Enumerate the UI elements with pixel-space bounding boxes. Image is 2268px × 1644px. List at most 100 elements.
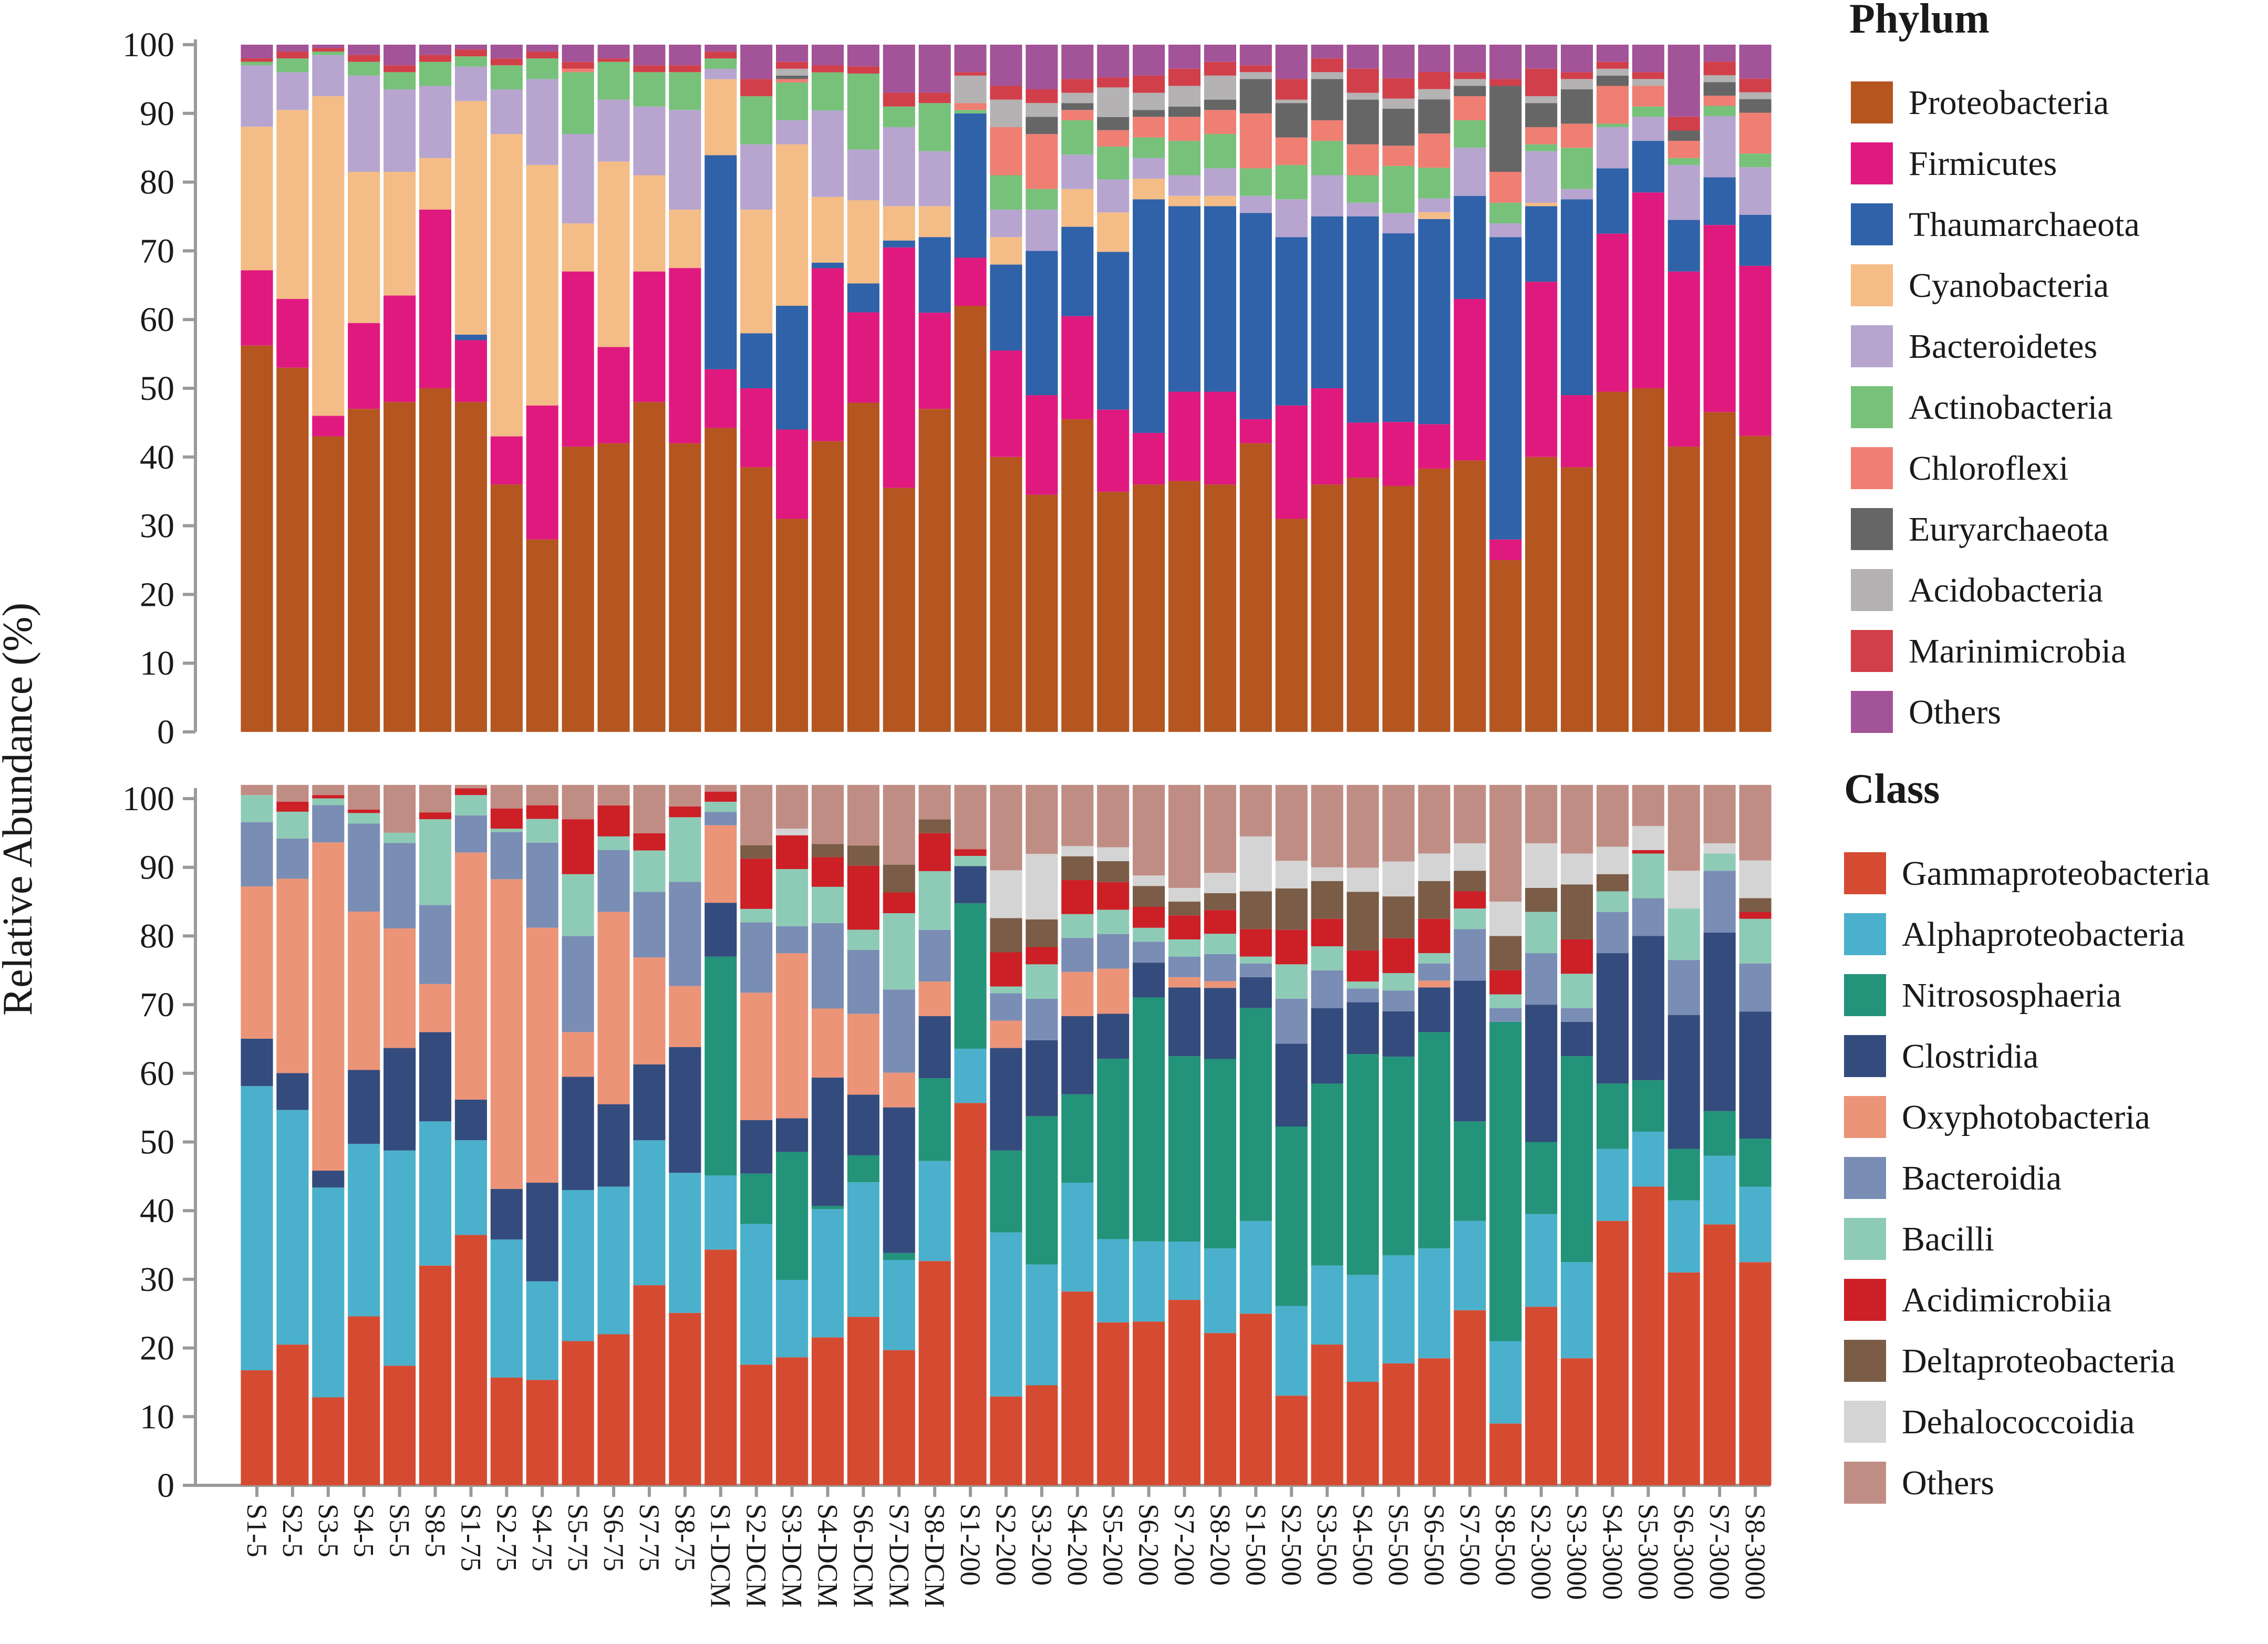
- bar-segment-oxyphotobacteria-s7-75: [633, 957, 666, 1064]
- bar-segment-chloroflexi-s5-500: [1382, 146, 1415, 166]
- bar-segment-bacteroidia-s6-75: [597, 850, 630, 912]
- legend-label-proteobacteria: Proteobacteria: [1909, 84, 2109, 122]
- bar-segment-cyanobacteria-s7-200: [1168, 195, 1201, 206]
- bar-segment-others-s4-dcm: [811, 45, 844, 66]
- legend-title: Phylum: [1849, 0, 1990, 42]
- bar-segment-clostridia-s2-500: [1275, 1043, 1308, 1127]
- bar-segment-marinimicrobia-s7-dcm: [883, 92, 915, 107]
- bar-segment-firmicutes-s4-3000: [1596, 233, 1629, 392]
- bar-segment-alphaproteobacteria-s6-3000: [1668, 1200, 1700, 1273]
- y-tick-label: 30: [140, 1260, 174, 1299]
- bar-segment-bacteroidetes-s7-3000: [1703, 116, 1736, 178]
- bar-segment-clostridia-s6-dcm: [847, 1094, 879, 1155]
- bar-segment-oxyphotobacteria-s8-dcm: [918, 981, 951, 1016]
- bar-segment-marinimicrobia-s4-200: [1061, 79, 1094, 93]
- bar-segment-thaumarchaeota-s2-500: [1275, 237, 1308, 406]
- bar-segment-others-s2-dcm: [740, 45, 773, 79]
- bar-segment-bacteroidia-s5-5: [384, 843, 416, 928]
- bar-segment-cyanobacteria-s2-75: [490, 134, 523, 437]
- bar-segment-firmicutes-s8-75: [669, 268, 701, 443]
- bar-segment-deltaproteobacteria-s2-200: [990, 918, 1022, 953]
- bar-segment-dehalococcoidia-s3-500: [1311, 867, 1343, 881]
- bar-segment-bacteroidia-s8-3000: [1739, 963, 1772, 1012]
- bar-segment-oxyphotobacteria-s6-75: [597, 912, 630, 1104]
- bar-segment-others-s4-75: [526, 784, 558, 805]
- bar-segment-others-s3-3000: [1560, 45, 1593, 73]
- bar-segment-others-s2-75: [490, 45, 523, 59]
- bar-segment-nitrososphaeria-s7-200: [1168, 1056, 1201, 1242]
- bar-segment-gammaproteobacteria-s2-200: [990, 1396, 1022, 1485]
- bar-segment-firmicutes-s3-dcm: [776, 429, 809, 519]
- bar-segment-others-s8-200: [1204, 45, 1236, 62]
- bar-segment-bacteroidia-s2-dcm: [740, 922, 773, 993]
- bar-segment-marinimicrobia-s5-75: [562, 61, 594, 69]
- bar-segment-euryarchaeota-s6-200: [1133, 110, 1165, 117]
- bar-segment-proteobacteria-s2-500: [1275, 519, 1308, 732]
- bar-segment-actinobacteria-s7-200: [1168, 141, 1201, 175]
- bar-segment-alphaproteobacteria-s2-500: [1275, 1306, 1308, 1396]
- bar-segment-firmicutes-s3-3000: [1560, 395, 1593, 468]
- bar-segment-acidimicrobiia-s8-500: [1489, 970, 1522, 995]
- bar-segment-nitrososphaeria-s5-3000: [1632, 1080, 1664, 1132]
- bar-segment-clostridia-s3-3000: [1560, 1021, 1593, 1057]
- bar-segment-thaumarchaeota-s4-3000: [1596, 168, 1629, 234]
- bar-segment-bacteroidetes-s4-75: [526, 79, 558, 165]
- bar-segment-deltaproteobacteria-s1-500: [1239, 891, 1272, 929]
- bar-segment-others-s8-dcm: [918, 45, 951, 93]
- bar-segment-marinimicrobia-s7-500: [1454, 72, 1486, 79]
- bar-segment-chloroflexi-s2-200: [990, 127, 1022, 175]
- bar-segment-bacteroidetes-s6-3000: [1668, 164, 1700, 220]
- bar-segment-bacilli-s8-500: [1489, 994, 1522, 1008]
- bar-segment-bacteroidia-s8-500: [1489, 1008, 1522, 1022]
- bar-segment-oxyphotobacteria-s7-dcm: [883, 1072, 915, 1108]
- legend-label-euryarchaeota: Euryarchaeota: [1909, 510, 2109, 549]
- bar-segment-oxyphotobacteria-s8-200: [1204, 981, 1236, 988]
- bar-segment-chloroflexi-s8-200: [1204, 110, 1236, 135]
- bar-segment-actinobacteria-s3-dcm: [776, 82, 809, 120]
- bar-segment-gammaproteobacteria-s8-200: [1204, 1333, 1236, 1485]
- x-tick-label: S2-DCM: [741, 1504, 772, 1608]
- bar-segment-acidobacteria-s3-200: [1026, 103, 1058, 117]
- x-tick-label: S3-5: [313, 1504, 344, 1557]
- bar-segment-bacteroidia-s5-200: [1097, 934, 1130, 969]
- bar-segment-proteobacteria-s2-200: [990, 457, 1022, 732]
- x-tick-label: S8-200: [1204, 1504, 1236, 1586]
- bar-segment-clostridia-s6-500: [1418, 987, 1451, 1032]
- bar-segment-actinobacteria-s3-500: [1311, 141, 1343, 175]
- bar-segment-bacteroidia-s1-dcm: [705, 812, 737, 825]
- bar-segment-thaumarchaeota-s3-3000: [1560, 199, 1593, 396]
- bar-segment-alphaproteobacteria-s5-500: [1382, 1255, 1415, 1363]
- bar-segment-euryarchaeota-s4-500: [1347, 99, 1379, 144]
- bar-segment-cyanobacteria-s6-dcm: [847, 200, 879, 284]
- legend-title: Class: [1844, 766, 1940, 812]
- bar-segment-thaumarchaeota-s3-dcm: [776, 306, 809, 430]
- bar-segment-nitrososphaeria-s4-200: [1061, 1094, 1094, 1183]
- bar-segment-gammaproteobacteria-s1-75: [454, 1235, 487, 1485]
- bar-segment-oxyphotobacteria-s1-dcm: [705, 825, 737, 903]
- bar-segment-dehalococcoidia-s5-200: [1097, 847, 1130, 862]
- bar-segment-acidobacteria-s7-200: [1168, 86, 1201, 107]
- bar-segment-others-s1-200: [954, 45, 987, 73]
- bar-segment-acidobacteria-s4-3000: [1596, 68, 1629, 76]
- bar-segment-gammaproteobacteria-s5-3000: [1632, 1186, 1664, 1485]
- bar-segment-bacteroidia-s3-200: [1026, 999, 1058, 1040]
- bar-segment-firmicutes-s7-200: [1168, 391, 1201, 481]
- bar-segment-clostridia-s8-200: [1204, 988, 1236, 1059]
- bar-segment-thaumarchaeota-s2-3000: [1525, 206, 1558, 282]
- bar-segment-acidimicrobiia-s7-dcm: [883, 892, 915, 914]
- bar-segment-others-s3-500: [1311, 45, 1343, 59]
- bar-segment-acidimicrobiia-s1-75: [454, 788, 487, 795]
- bar-segment-firmicutes-s7-dcm: [883, 247, 915, 488]
- bar-segment-others-s3-3000: [1560, 784, 1593, 854]
- y-tick-label: 80: [140, 163, 174, 202]
- x-tick-label: S7-200: [1169, 1504, 1200, 1586]
- bar-segment-actinobacteria-s4-3000: [1596, 123, 1629, 127]
- bar-segment-bacilli-s5-200: [1097, 909, 1130, 934]
- x-tick-label: S6-500: [1418, 1504, 1450, 1586]
- bar-segment-others-s8-200: [1204, 784, 1236, 873]
- bar-segment-alphaproteobacteria-s7-3000: [1703, 1155, 1736, 1225]
- bar-segment-cyanobacteria-s4-dcm: [811, 197, 844, 263]
- legend-label-oxyphotobacteria: Oxyphotobacteria: [1902, 1098, 2150, 1136]
- bar-segment-proteobacteria-s7-75: [633, 402, 666, 732]
- bar-segment-deltaproteobacteria-s4-500: [1347, 892, 1379, 951]
